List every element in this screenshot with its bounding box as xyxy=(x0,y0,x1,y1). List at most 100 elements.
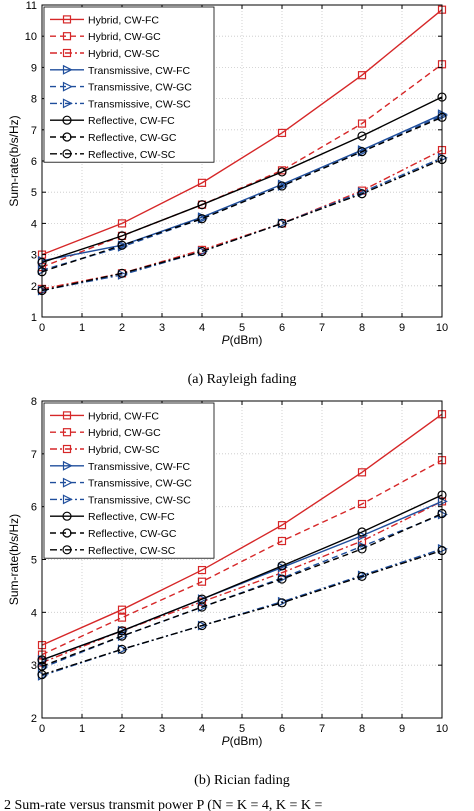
legend-entry: Reflective, CW-GC xyxy=(88,132,177,144)
data-point xyxy=(117,631,127,641)
data-point xyxy=(117,605,127,614)
footer-caption-strip: 2 Sum-rate versus transmit power P (N = … xyxy=(0,796,474,811)
x-axis-label-var: P xyxy=(222,734,230,748)
y-tick-label: 1 xyxy=(31,312,37,324)
legend-marker xyxy=(62,132,72,142)
data-point xyxy=(357,147,367,157)
x-axis-label: P(dBm) xyxy=(222,734,263,748)
x-tick-label: 6 xyxy=(279,723,285,735)
data-point xyxy=(277,128,287,138)
figure-rayleigh: 0 1 2 3 4 5 6 7 8 9 10 1 2 3 4 5 6 7 8 9 10 11 P(dBm) Sum-rate(… xyxy=(0,0,474,395)
data-point xyxy=(357,119,367,128)
series-line xyxy=(41,158,443,292)
x-tick-label: 4 xyxy=(199,723,205,735)
data-point xyxy=(277,598,287,608)
data-point xyxy=(357,544,367,554)
y-tick-label: 10 xyxy=(25,31,37,43)
data-point xyxy=(117,219,127,228)
x-tick-label: 2 xyxy=(119,322,125,334)
data-point xyxy=(197,565,207,575)
legend-marker xyxy=(62,98,73,109)
legend-marker xyxy=(62,511,72,521)
legend-marker xyxy=(62,494,73,505)
y-tick-label: 6 xyxy=(31,156,37,168)
series-group xyxy=(37,410,448,681)
series-line xyxy=(41,149,443,290)
legend-entry: Hybrid, CW-GC xyxy=(88,31,161,43)
legend-entry: Reflective, CW-GC xyxy=(88,528,177,540)
series-line xyxy=(41,63,443,268)
legend: Hybrid, CW-FC Hybrid, CW-GC Hybrid, CW-SC T… xyxy=(43,402,215,559)
x-tick-label: 0 xyxy=(39,723,45,735)
data-point xyxy=(197,178,207,187)
data-point xyxy=(277,574,287,584)
y-tick-label: 5 xyxy=(31,187,37,199)
data-point xyxy=(277,561,287,571)
series-line xyxy=(41,9,443,256)
data-point xyxy=(357,468,367,477)
data-point xyxy=(277,181,287,191)
x-tick-label: 9 xyxy=(399,723,405,735)
x-axis-label: P(dBm) xyxy=(222,333,263,347)
x-tick-label: 4 xyxy=(199,322,205,334)
figure-caption: (a) Rayleigh fading xyxy=(188,372,297,387)
legend-entry: Transmissive, CW-SC xyxy=(88,98,191,110)
x-tick-label: 10 xyxy=(436,322,448,334)
data-point xyxy=(197,214,207,224)
data-point xyxy=(197,577,207,586)
data-point xyxy=(357,530,368,541)
legend-marker xyxy=(62,528,72,538)
x-tick-label: 9 xyxy=(399,322,405,334)
data-point xyxy=(197,602,207,612)
x-tick-label: 3 xyxy=(159,723,165,735)
data-point xyxy=(197,246,207,257)
y-tick-label: 2 xyxy=(31,281,37,293)
legend-entry: Hybrid, CW-GC xyxy=(88,427,161,439)
x-tick-label: 10 xyxy=(436,723,448,735)
legend-entry: Transmissive, CW-FC xyxy=(88,461,191,473)
data-point xyxy=(117,626,127,636)
data-point xyxy=(277,521,287,530)
legend-marker xyxy=(62,15,72,24)
x-tick-label: 1 xyxy=(79,723,85,735)
legend-marker xyxy=(62,460,73,471)
legend-entry: Transmissive, CW-SC xyxy=(88,494,191,506)
y-tick-label: 3 xyxy=(31,250,37,262)
chart-rayleigh: 0 1 2 3 4 5 6 7 8 9 101234567891011P(dBm)Sum-rate(… xyxy=(7,0,448,387)
legend-marker xyxy=(62,545,72,555)
legend-marker xyxy=(62,32,72,41)
data-point xyxy=(117,644,127,654)
legend-entry: Hybrid, CW-FC xyxy=(88,410,159,422)
x-tick-label: 8 xyxy=(359,322,365,334)
x-tick-label: 5 xyxy=(239,723,245,735)
series-line xyxy=(41,548,443,677)
data-point xyxy=(277,536,287,546)
x-axis-label-var: P xyxy=(222,333,230,347)
y-tick-label: 5 xyxy=(31,555,37,567)
series-line xyxy=(41,96,443,264)
series-line xyxy=(41,459,443,656)
data-point xyxy=(277,218,287,228)
data-point xyxy=(117,231,127,241)
footer-caption: 2 Sum-rate versus transmit power P (N = … xyxy=(4,798,323,811)
x-tick-label: 3 xyxy=(159,322,165,334)
legend-marker xyxy=(62,477,73,488)
x-tick-label: 5 xyxy=(239,322,245,334)
y-axis-label: Sum-rate(b/s/Hz) xyxy=(7,514,21,605)
x-tick-label: 6 xyxy=(279,322,285,334)
data-point xyxy=(277,167,287,177)
y-tick-label: 11 xyxy=(26,0,37,12)
y-tick-label: 3 xyxy=(31,660,37,672)
legend-marker xyxy=(62,428,72,437)
data-point xyxy=(197,620,207,631)
series-line xyxy=(41,157,443,292)
y-tick-label: 6 xyxy=(31,502,37,514)
chart-rician: 0 1 2 3 4 5 6 7 8 9 10 2 3 4 5 6 7 8 P(dBm) Sum-rate(b/s/Hz… xyxy=(7,396,448,788)
y-tick-label: 2 xyxy=(31,713,37,725)
series-line xyxy=(41,494,443,661)
series-line xyxy=(41,113,443,262)
x-tick-label: 8 xyxy=(359,723,365,735)
legend-entry: Reflective, CW-SC xyxy=(88,545,176,557)
legend-entry: Reflective, CW-FC xyxy=(88,511,175,523)
series-line xyxy=(41,413,443,646)
